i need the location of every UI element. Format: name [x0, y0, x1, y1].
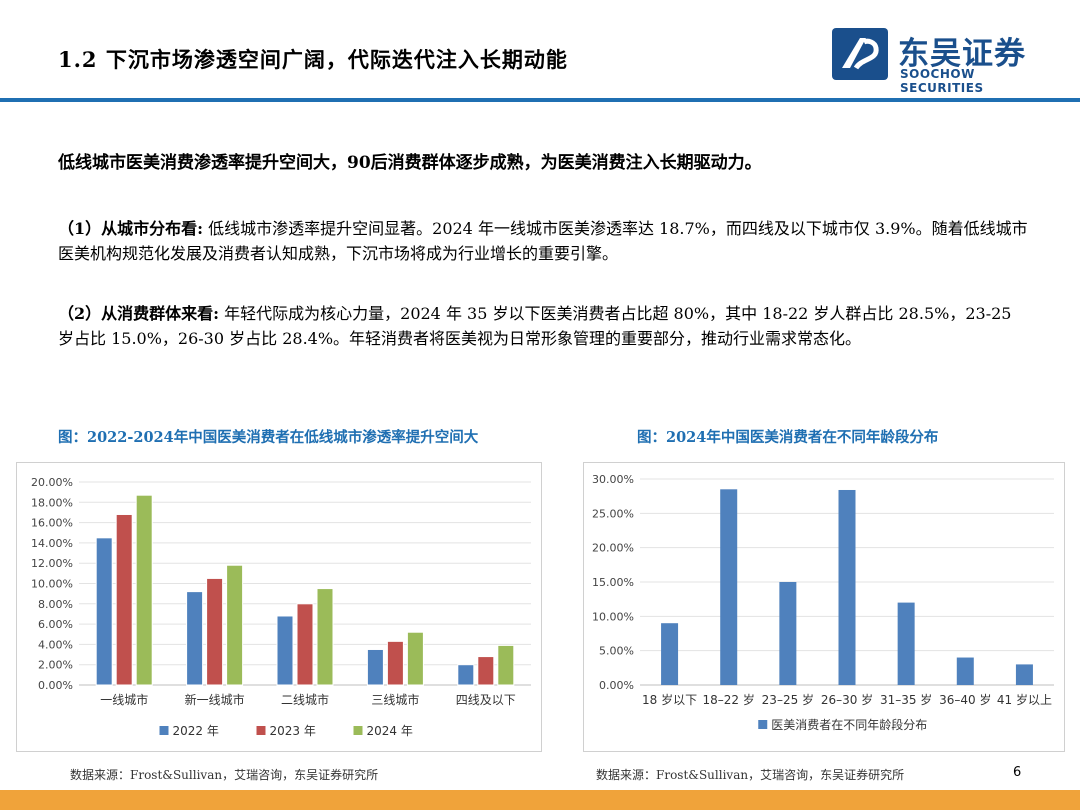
- legend-label: 医美消费者在不同年龄段分布: [771, 717, 927, 732]
- y-tick-label: 5.00%: [599, 645, 634, 658]
- bar: [779, 582, 797, 685]
- paragraph-city: （1）从城市分布看: 低线城市渗透率提升空间显著。2024 年一线城市医美渗透率…: [58, 216, 1028, 266]
- bar: [366, 648, 384, 686]
- y-tick-label: 10.00%: [592, 610, 634, 623]
- y-tick-label: 15.00%: [592, 576, 634, 589]
- bar: [95, 537, 113, 686]
- logo-english-name: SOOCHOW SECURITIES: [900, 67, 984, 95]
- x-tick-label: 四线及以下: [456, 693, 516, 707]
- bar: [457, 664, 475, 686]
- paragraph-age-label: （2）从消费群体来看:: [58, 304, 220, 323]
- logo-chinese-name: 东吴证券: [898, 36, 1026, 72]
- x-tick-label: 31–35 岁: [880, 692, 932, 707]
- x-tick-label: 41 岁以上: [997, 692, 1052, 707]
- bar: [115, 513, 133, 686]
- paragraph-city-label: （1）从城市分布看:: [58, 219, 204, 238]
- y-tick-label: 25.00%: [592, 507, 634, 520]
- bar: [497, 644, 515, 686]
- x-tick-label: 23–25 岁: [762, 692, 814, 707]
- paragraph-city-text: 低线城市渗透率提升空间显著。2024 年一线城市医美渗透率达 18.7%，而四线…: [58, 219, 1028, 263]
- right-figure-title: 图：2024年中国医美消费者在不同年龄段分布: [637, 429, 939, 446]
- age-distribution-chart: 0.00% 5.00% 10.00% 15.00% 20.00% 25.00% 30.00%…: [592, 473, 1054, 732]
- x-tick-label: 一线城市: [100, 692, 148, 707]
- y-tick-label: 20.00%: [31, 476, 73, 489]
- legend-label: 2022 年: [173, 724, 219, 738]
- soochow-logo-icon: [832, 28, 888, 80]
- left-chart-frame: 0.00% 2.00% 4.00% 6.00% 8.00% 10.00% 12.00% 14.…: [16, 462, 542, 752]
- legend-swatch: [159, 726, 169, 735]
- bar: [661, 623, 679, 685]
- right-chart-frame: 0.00% 5.00% 10.00% 15.00% 20.00% 25.00% 30.00%…: [583, 462, 1065, 752]
- bar: [276, 615, 294, 686]
- y-tick-label: 0.00%: [38, 679, 73, 692]
- legend-swatch: [353, 726, 363, 735]
- left-figure-title: 图：2022-2024年中国医美消费者在低线城市渗透率提升空间大: [58, 429, 479, 446]
- bar: [897, 602, 915, 685]
- y-tick-label: 16.00%: [31, 517, 73, 530]
- bar: [1015, 664, 1033, 685]
- bar: [206, 577, 224, 686]
- bar: [956, 657, 974, 685]
- y-tick-label: 18.00%: [31, 496, 73, 509]
- y-tick-label: 4.00%: [38, 638, 73, 651]
- slide-header: 1.2 下沉市场渗透空间广阔，代际迭代注入长期动能 东吴证券 SOOCHOW S…: [0, 0, 1080, 102]
- legend-swatch: [758, 720, 768, 729]
- city-penetration-chart: 0.00% 2.00% 4.00% 6.00% 8.00% 10.00% 12.00% 14.…: [31, 476, 531, 738]
- lead-sentence: 低线城市医美消费渗透率提升空间大，90后消费群体逐步成熟，为医美消费注入长期驱动…: [58, 153, 762, 173]
- bar: [386, 640, 404, 686]
- y-tick-label: 6.00%: [38, 618, 73, 631]
- x-tick-label: 三线城市: [371, 692, 419, 707]
- bar: [135, 494, 153, 686]
- y-tick-label: 8.00%: [38, 598, 73, 611]
- y-tick-label: 12.00%: [31, 557, 73, 570]
- bar: [720, 489, 738, 685]
- bar: [226, 564, 244, 686]
- bar: [316, 588, 334, 686]
- y-tick-label: 30.00%: [592, 473, 634, 486]
- bar: [838, 489, 856, 685]
- paragraph-age: （2）从消费群体来看: 年轻代际成为核心力量，2024 年 35 岁以下医美消费…: [58, 301, 1028, 351]
- bar: [477, 656, 495, 686]
- bar: [296, 603, 314, 686]
- slide-title: 1.2 下沉市场渗透空间广阔，代际迭代注入长期动能: [58, 47, 568, 72]
- header-divider: [0, 98, 1080, 102]
- legend-swatch: [256, 726, 266, 735]
- y-tick-label: 0.00%: [599, 679, 634, 692]
- x-tick-label: 二线城市: [281, 692, 329, 707]
- x-tick-label: 18 岁以下: [642, 692, 697, 707]
- x-tick-label: 26–30 岁: [821, 692, 873, 707]
- y-tick-label: 10.00%: [31, 578, 73, 591]
- x-tick-label: 36–40 岁: [939, 692, 991, 707]
- footer-bar: [0, 790, 1080, 810]
- right-data-source: 数据来源：Frost&Sullivan，艾瑞咨询，东吴证券研究所: [596, 768, 905, 782]
- legend-label: 2024 年: [367, 724, 413, 738]
- left-data-source: 数据来源：Frost&Sullivan，艾瑞咨询，东吴证券研究所: [70, 768, 379, 782]
- company-logo: 东吴证券 SOOCHOW SECURITIES: [832, 28, 1062, 95]
- legend-label: 2023 年: [270, 724, 316, 738]
- bar: [406, 631, 424, 686]
- y-tick-label: 20.00%: [592, 542, 634, 555]
- y-tick-label: 2.00%: [38, 659, 73, 672]
- paragraph-age-text: 年轻代际成为核心力量，2024 年 35 岁以下医美消费者占比超 80%，其中 …: [58, 304, 1012, 348]
- x-tick-label: 18–22 岁: [703, 692, 755, 707]
- x-tick-label: 新一线城市: [185, 692, 245, 707]
- y-tick-label: 14.00%: [31, 537, 73, 550]
- bar: [186, 591, 204, 686]
- page-number: 6: [1013, 765, 1022, 780]
